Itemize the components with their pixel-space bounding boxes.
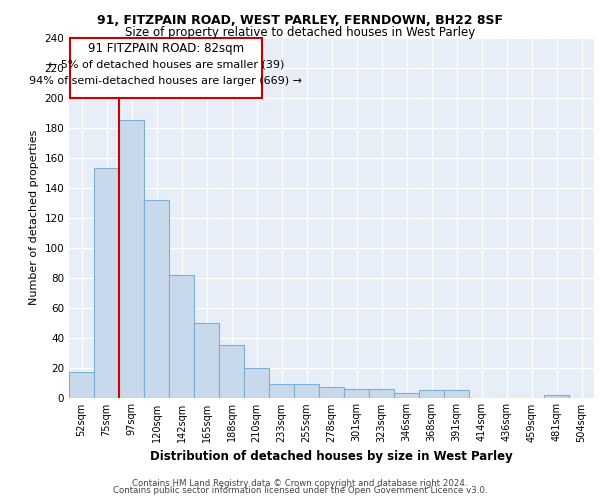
Bar <box>444 390 469 398</box>
Bar <box>219 345 244 398</box>
Bar <box>169 274 194 398</box>
Bar <box>269 384 294 398</box>
Bar <box>419 390 444 398</box>
Y-axis label: Number of detached properties: Number of detached properties <box>29 130 39 305</box>
Bar <box>119 120 144 398</box>
Text: ← 5% of detached houses are smaller (39): ← 5% of detached houses are smaller (39) <box>47 59 284 69</box>
Text: Contains public sector information licensed under the Open Government Licence v3: Contains public sector information licen… <box>113 486 487 495</box>
Bar <box>394 393 419 398</box>
Bar <box>319 387 344 398</box>
Bar <box>194 322 219 398</box>
FancyBboxPatch shape <box>70 38 262 98</box>
Text: 91 FITZPAIN ROAD: 82sqm: 91 FITZPAIN ROAD: 82sqm <box>88 42 244 55</box>
Bar <box>94 168 119 398</box>
Text: Contains HM Land Registry data © Crown copyright and database right 2024.: Contains HM Land Registry data © Crown c… <box>132 478 468 488</box>
Bar <box>344 388 369 398</box>
Text: 94% of semi-detached houses are larger (669) →: 94% of semi-detached houses are larger (… <box>29 76 302 86</box>
Bar <box>69 372 94 398</box>
Bar <box>544 394 569 398</box>
Text: Size of property relative to detached houses in West Parley: Size of property relative to detached ho… <box>125 26 475 39</box>
Bar <box>144 200 169 398</box>
Bar <box>294 384 319 398</box>
Bar <box>244 368 269 398</box>
Bar <box>369 388 394 398</box>
X-axis label: Distribution of detached houses by size in West Parley: Distribution of detached houses by size … <box>150 450 513 463</box>
Text: 91, FITZPAIN ROAD, WEST PARLEY, FERNDOWN, BH22 8SF: 91, FITZPAIN ROAD, WEST PARLEY, FERNDOWN… <box>97 14 503 27</box>
